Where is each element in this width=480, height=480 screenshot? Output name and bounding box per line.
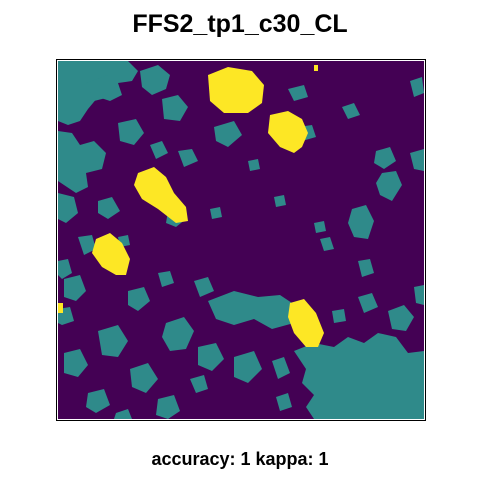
figure-title: FFS2_tp1_c30_CL [132,10,348,38]
accuracy-caption: accuracy: 1 kappa: 1 [151,449,329,469]
map-panel [56,59,426,421]
teal-class-regions [58,61,424,419]
yellow-class-regions [58,65,324,347]
classification-raster [58,61,424,419]
